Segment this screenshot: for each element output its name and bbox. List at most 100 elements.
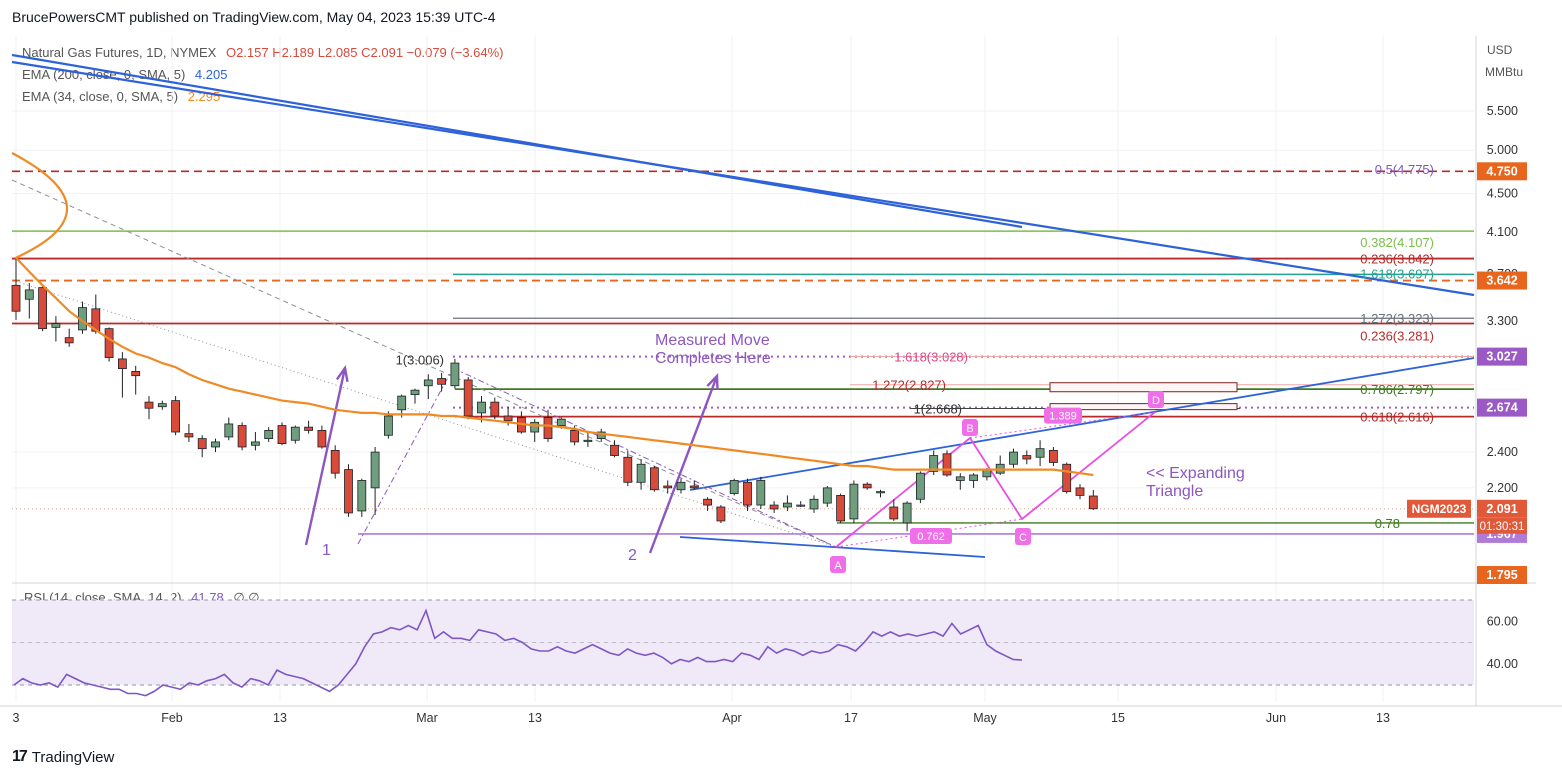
abcd-dotted-bd xyxy=(969,411,1156,439)
candle xyxy=(197,435,207,458)
candle xyxy=(1009,448,1018,468)
candle-body xyxy=(1075,487,1085,496)
candle-body xyxy=(836,495,845,522)
measured-move-text: Measured Move xyxy=(655,332,770,349)
candle-body xyxy=(11,284,21,312)
candle xyxy=(344,464,353,517)
fib-label: 1.272(2.827) xyxy=(872,378,946,393)
candle-body xyxy=(463,379,473,417)
candle-body xyxy=(1022,455,1032,460)
candle xyxy=(716,505,726,523)
triangle-upper xyxy=(689,357,1475,491)
candle xyxy=(969,473,978,488)
price-tag-box xyxy=(1477,271,1527,290)
rsi-pane xyxy=(12,582,1536,697)
candle-body xyxy=(211,441,220,448)
candle-body xyxy=(277,425,287,445)
candle xyxy=(211,438,220,453)
x-tick-label: 13 xyxy=(273,711,287,725)
candle xyxy=(995,455,1005,475)
y-tick-label: 2.200 xyxy=(1487,481,1518,495)
candle-body xyxy=(317,429,327,448)
candle xyxy=(596,428,606,442)
xabcd-leg-2 xyxy=(452,367,837,548)
candle-body xyxy=(330,449,340,474)
candle-body xyxy=(636,463,646,483)
candle xyxy=(104,327,114,362)
candle xyxy=(410,388,420,404)
candle-body xyxy=(889,506,899,520)
candle xyxy=(144,396,154,420)
fib-label: 0.382(4.107) xyxy=(1360,235,1434,250)
candle-body xyxy=(756,480,766,506)
tradingview-footer[interactable]: 17 TradingView xyxy=(12,748,114,766)
ema200-value: 4.205 xyxy=(194,67,228,82)
dotted-trend xyxy=(11,279,837,548)
candle xyxy=(330,445,340,479)
price-tag-box xyxy=(1477,499,1527,518)
candle-body xyxy=(1062,463,1072,493)
candle-body xyxy=(822,487,832,504)
countdown-label: 01:30:31 xyxy=(1480,521,1525,533)
candle xyxy=(676,478,686,494)
candle-body xyxy=(250,441,260,446)
candle xyxy=(423,374,433,400)
candle xyxy=(237,422,247,451)
candle-body xyxy=(104,328,114,358)
candle xyxy=(317,425,327,449)
x-tick-label: May xyxy=(973,711,997,725)
candle-body xyxy=(184,433,194,438)
candle-body xyxy=(344,469,353,514)
candle-body xyxy=(477,401,486,414)
candle xyxy=(64,328,74,347)
candle-body xyxy=(716,506,726,522)
triangle-text: Triangle xyxy=(1146,483,1203,500)
abcd-point-b: B xyxy=(966,423,973,435)
candle xyxy=(743,478,752,511)
candle xyxy=(916,471,925,504)
price-tag-box xyxy=(1477,347,1527,366)
candle-body xyxy=(610,444,619,456)
candle xyxy=(902,501,912,532)
x-tick-label: 15 xyxy=(1111,711,1125,725)
expanding-text: << Expanding xyxy=(1146,465,1245,482)
candle xyxy=(862,482,872,490)
wave-1-label: 1 xyxy=(322,542,331,559)
x-tick-label: 13 xyxy=(528,711,542,725)
candle xyxy=(171,396,181,436)
candle-body xyxy=(689,485,699,489)
long-trendline-lower xyxy=(11,60,1475,297)
candle xyxy=(636,458,646,490)
candle-body xyxy=(556,418,566,426)
candle xyxy=(1075,484,1085,500)
x-tick-label: Mar xyxy=(416,711,438,725)
candle-body xyxy=(304,426,314,431)
abcd-point-box xyxy=(1148,391,1164,408)
countdown-box xyxy=(1477,517,1527,534)
candle xyxy=(783,495,792,511)
measured-move-arrow-1 xyxy=(304,367,347,546)
axis-unit-usd: USD xyxy=(1487,43,1513,57)
abcd-point-c: C xyxy=(1019,532,1027,544)
candle-body xyxy=(955,476,965,481)
candle xyxy=(383,411,393,439)
abcd-point-box xyxy=(830,556,846,573)
symbol-legend[interactable]: Natural Gas Futures, 1D, NYMEX O2.157 H2… xyxy=(22,45,504,60)
candle xyxy=(290,425,300,444)
candle-body xyxy=(450,362,460,387)
candle-body xyxy=(51,323,61,328)
candle-body xyxy=(490,401,500,417)
measured-move-arrow-2 xyxy=(648,375,719,554)
candle xyxy=(769,501,779,513)
ema34-legend[interactable]: EMA (34, close, 0, SMA, 5) 2.295 xyxy=(22,89,220,104)
candle-body xyxy=(969,474,978,481)
candle xyxy=(530,419,540,442)
long-trendline-upper xyxy=(11,53,1023,229)
candle-body xyxy=(503,415,513,422)
ema34-polyline xyxy=(15,256,1094,477)
measured-move-arrow-1-head xyxy=(335,364,349,383)
candle-body xyxy=(862,483,872,489)
ratio-0762-text: 0.762 xyxy=(917,531,945,543)
candle-body xyxy=(769,504,779,510)
